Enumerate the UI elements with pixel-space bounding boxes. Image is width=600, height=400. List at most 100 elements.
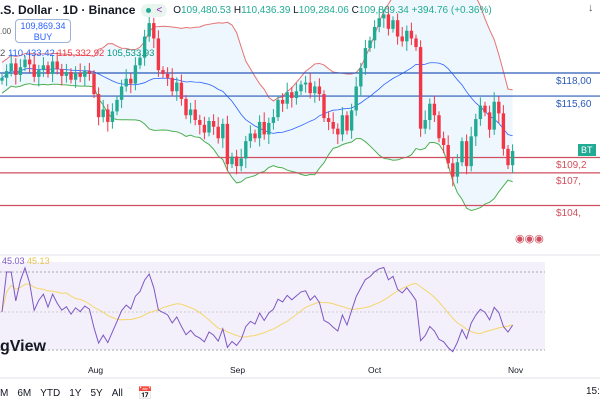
candle-body bbox=[405, 30, 409, 42]
market-open-dot-icon bbox=[146, 7, 152, 13]
status-pill[interactable]: < bbox=[141, 3, 168, 17]
candle-body bbox=[73, 73, 78, 80]
price-level-label: $107, bbox=[556, 175, 582, 187]
candle-body bbox=[345, 115, 349, 131]
candle-body bbox=[78, 73, 82, 77]
range-6m[interactable]: 6M bbox=[17, 387, 32, 399]
bollinger-basis-line bbox=[1, 62, 513, 137]
bb-lower: 105,533.93 bbox=[106, 48, 155, 59]
candle-body bbox=[368, 40, 372, 49]
candle-body bbox=[455, 162, 460, 177]
range-5y[interactable]: 5Y bbox=[90, 387, 103, 399]
candle-body bbox=[18, 67, 23, 75]
candle-body bbox=[14, 63, 18, 75]
range-all[interactable]: All bbox=[111, 387, 123, 399]
candle-body bbox=[294, 91, 299, 98]
time-tick-aug: Aug bbox=[88, 365, 104, 375]
candle-body bbox=[418, 47, 423, 129]
rsi-band-background bbox=[0, 262, 545, 350]
candle-body bbox=[138, 57, 142, 66]
candle-body bbox=[372, 26, 377, 41]
share-icon: < bbox=[156, 4, 163, 16]
candle-body bbox=[267, 122, 271, 135]
range-ytd[interactable]: YTD bbox=[40, 387, 61, 399]
candle-body bbox=[198, 120, 202, 125]
candle-body bbox=[9, 63, 13, 72]
btc-price-tag: BT bbox=[578, 144, 596, 156]
candle-body bbox=[308, 82, 312, 94]
calendar-goto-icon[interactable]: 📅 bbox=[137, 386, 153, 400]
candle-body bbox=[253, 133, 257, 139]
candle-body bbox=[50, 61, 55, 74]
rsi-values: 45.03 45.13 bbox=[2, 256, 50, 266]
candle-body bbox=[129, 78, 133, 84]
candle-body bbox=[32, 64, 36, 77]
candle-body bbox=[446, 145, 450, 164]
bb-upper: 115,332.92 bbox=[57, 48, 105, 59]
candle-body bbox=[55, 61, 59, 70]
buy-button[interactable]: 109,869.34 BUY bbox=[15, 19, 71, 43]
candle-body bbox=[211, 121, 216, 127]
download-icon[interactable]: ↓ bbox=[588, 2, 594, 14]
candle-body bbox=[170, 77, 174, 92]
rsi-ma-line bbox=[1, 282, 513, 338]
candle-body bbox=[349, 110, 354, 131]
events-flags-icon[interactable]: ◉◉◉ bbox=[515, 233, 544, 245]
candle-body bbox=[313, 86, 317, 94]
candle-body bbox=[474, 119, 478, 137]
candle-body bbox=[487, 112, 492, 130]
candle-body bbox=[60, 69, 64, 76]
symbol-title[interactable]: .S. Dollar · 1D · Binance bbox=[0, 3, 136, 17]
candle-body bbox=[64, 72, 69, 76]
candle-body bbox=[161, 70, 165, 74]
candle-body bbox=[506, 148, 510, 166]
candle-body bbox=[331, 121, 335, 129]
candle-body bbox=[119, 86, 124, 100]
candle-body bbox=[244, 141, 248, 159]
candle-body bbox=[441, 138, 446, 145]
candle-body bbox=[225, 123, 230, 165]
tradingview-watermark: gView bbox=[0, 338, 46, 355]
candle-body bbox=[46, 65, 50, 74]
candle-body bbox=[391, 20, 395, 29]
candle-body bbox=[432, 103, 437, 116]
candle-body bbox=[363, 48, 368, 69]
price-level-label: $118,00 bbox=[556, 76, 592, 87]
candle-body bbox=[501, 113, 506, 149]
candle-body bbox=[23, 59, 27, 68]
bb-basis: 110,433.42 bbox=[7, 48, 55, 59]
candle-body bbox=[165, 73, 170, 78]
candle-body bbox=[423, 120, 427, 129]
buy-price: 109,869.34 bbox=[20, 21, 66, 31]
candle-body bbox=[239, 158, 243, 167]
candle-body bbox=[234, 156, 239, 167]
candle-body bbox=[184, 98, 188, 116]
candle-body bbox=[326, 118, 331, 122]
candle-body bbox=[437, 115, 441, 139]
candle-body bbox=[382, 14, 386, 19]
candle-body bbox=[0, 77, 4, 81]
candle-body bbox=[106, 109, 110, 122]
clock-time: 15: bbox=[586, 386, 600, 397]
candle-body bbox=[87, 71, 92, 74]
candle-body bbox=[414, 38, 418, 48]
candle-body bbox=[276, 99, 280, 118]
candle-body bbox=[216, 126, 220, 139]
candle-body bbox=[262, 121, 266, 135]
candle-body bbox=[221, 123, 225, 139]
bollinger-values: 2 110,433.42 115,332.92 105,533.93 bbox=[0, 48, 155, 59]
candle-body bbox=[280, 99, 285, 104]
candle-body bbox=[188, 109, 193, 116]
range-1y[interactable]: 1Y bbox=[69, 387, 82, 399]
candle-body bbox=[303, 82, 308, 85]
range-1m[interactable]: M bbox=[0, 387, 9, 399]
candle-body bbox=[142, 36, 147, 58]
bollinger-upper-line bbox=[1, 0, 513, 102]
candle-body bbox=[257, 121, 262, 139]
candle-body bbox=[317, 86, 322, 95]
candle-body bbox=[483, 105, 487, 113]
candle-body bbox=[478, 105, 483, 120]
symbol-header: .S. Dollar · 1D · Binance < O109,480.53 … bbox=[0, 3, 492, 17]
candle-body bbox=[271, 117, 276, 123]
